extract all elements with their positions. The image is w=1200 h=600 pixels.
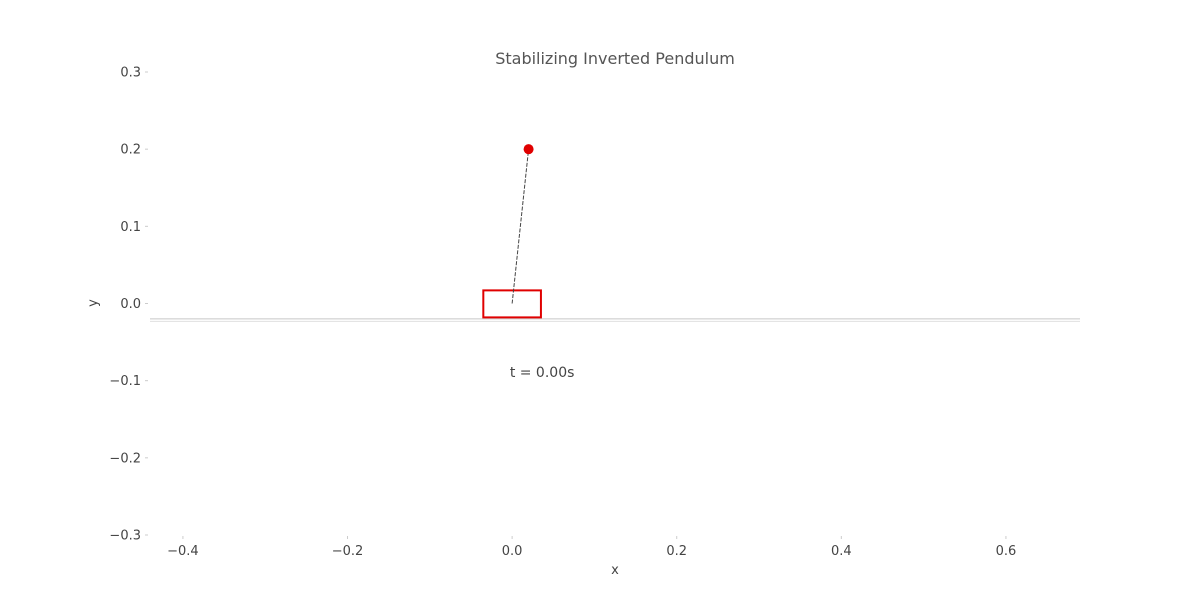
x-tick-label: 0.6	[996, 544, 1017, 559]
plot-marks	[150, 144, 1080, 322]
x-tick-label: −0.2	[332, 544, 364, 559]
x-tick-label: 0.2	[666, 544, 687, 559]
y-tick-label: −0.3	[109, 529, 141, 544]
y-tick-label: 0.1	[120, 220, 141, 235]
pendulum-bob	[523, 144, 534, 155]
pendulum-rod	[511, 149, 530, 304]
y-tick-label: −0.1	[109, 374, 141, 389]
cart	[482, 289, 542, 319]
x-tick-label: −0.4	[167, 544, 199, 559]
y-tick-label: 0.3	[120, 66, 141, 81]
x-tick-label: 0.4	[831, 544, 852, 559]
x-tick-label: 0.0	[502, 544, 523, 559]
y-tick-label: −0.2	[109, 451, 141, 466]
x-axis-label: x	[611, 563, 619, 578]
y-tick-label: 0.0	[120, 297, 141, 312]
time-annotation: t = 0.00s	[510, 365, 575, 381]
y-tick-label: 0.2	[120, 143, 141, 158]
y-axis-ticks: 0.3 0.2 0.1 0.0 −0.1 −0.2 −0.3	[109, 66, 148, 544]
x-axis-ticks: −0.4 −0.2 0.0 0.2 0.4 0.6	[167, 536, 1016, 559]
y-axis-label: y	[86, 299, 101, 307]
chart-title: Stabilizing Inverted Pendulum	[495, 49, 735, 68]
